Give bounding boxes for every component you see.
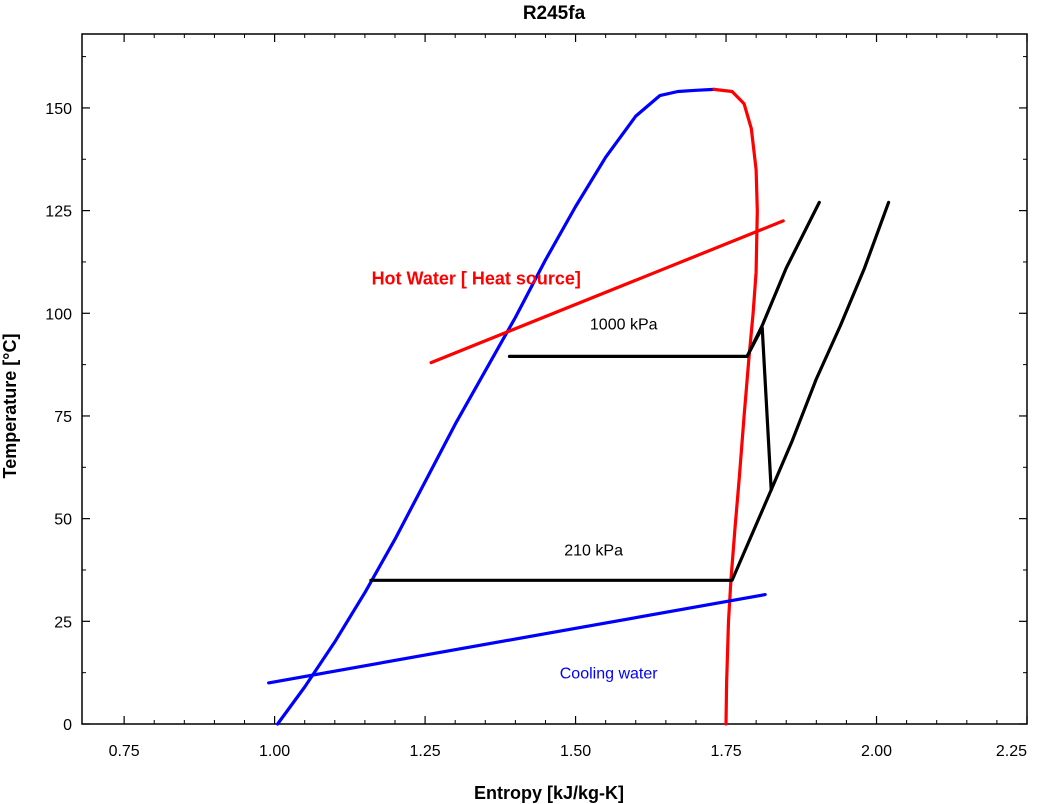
y-tick-label: 150 bbox=[45, 101, 72, 118]
annotation-0: 1000 kPa bbox=[590, 317, 658, 334]
annotation-layer: 1000 kPa 210 kPa Hot Water [ Heat source] C… bbox=[372, 268, 659, 682]
x-tick-label: 1.00 bbox=[259, 743, 290, 760]
x-tick-label: 1.50 bbox=[560, 743, 591, 760]
y-tick-label: 25 bbox=[54, 614, 72, 631]
axis-ticks: 0.75 1.00 1.25 1.50 1.75 2.00 2.25 0 25 50 75 100 12… bbox=[45, 34, 1028, 760]
series-layer bbox=[267, 87, 891, 726]
series-line-2 bbox=[429, 219, 785, 365]
series-line-4 bbox=[369, 326, 773, 582]
annotation-2: Hot Water [ Heat source] bbox=[372, 268, 581, 288]
annotation-3: Cooling water bbox=[560, 666, 659, 683]
series-line-5 bbox=[745, 200, 821, 358]
y-tick-label: 100 bbox=[45, 306, 72, 323]
x-tick-label: 2.25 bbox=[996, 743, 1027, 760]
plot-frame bbox=[81, 33, 1028, 725]
x-tick-label: 2.00 bbox=[861, 743, 892, 760]
series-line-3 bbox=[267, 592, 767, 685]
x-tick-label: 1.25 bbox=[410, 743, 441, 760]
chart-title: R245fa bbox=[523, 3, 586, 24]
x-axis-label: Entropy [kJ/kg-K] bbox=[474, 783, 624, 803]
series-line-1 bbox=[712, 87, 759, 726]
series-line-6 bbox=[769, 200, 891, 492]
x-tick-label: 0.75 bbox=[109, 743, 140, 760]
y-axis-label: Temperature [°C] bbox=[0, 334, 20, 479]
y-tick-label: 0 bbox=[63, 717, 72, 734]
series-line-0 bbox=[276, 87, 716, 726]
x-tick-label: 1.75 bbox=[710, 743, 741, 760]
y-tick-label: 125 bbox=[45, 204, 72, 221]
y-tick-label: 75 bbox=[54, 409, 72, 426]
annotation-1: 210 kPa bbox=[564, 542, 623, 559]
y-tick-label: 50 bbox=[54, 512, 72, 529]
